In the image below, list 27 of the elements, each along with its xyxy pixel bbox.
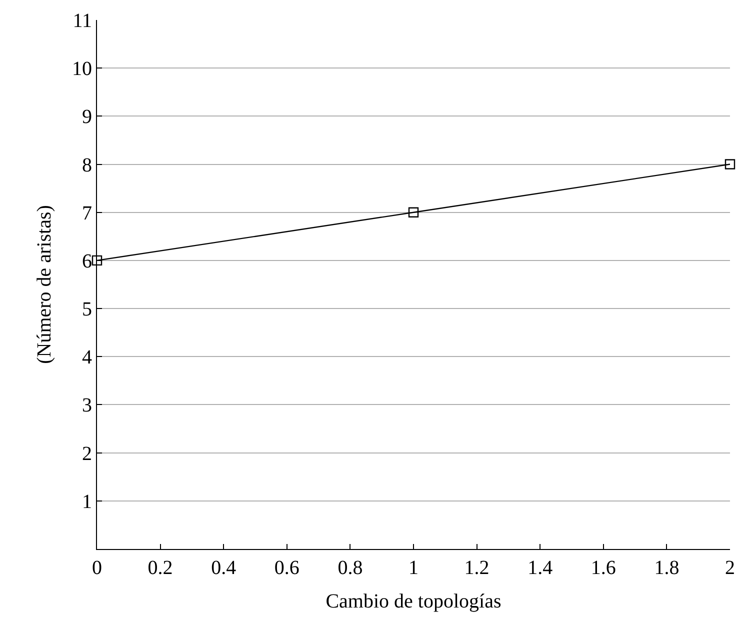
x-tick-label: 0.6 [274, 557, 300, 579]
point [92, 255, 102, 266]
x-tick-label: 1.6 [590, 557, 616, 579]
y-tick-label: 11 [72, 10, 92, 32]
x-tick-label: 0.2 [148, 557, 173, 579]
x-tick-label: 0.8 [338, 557, 363, 579]
y-tick-label: 3 [82, 394, 92, 417]
y-tick-label: 10 [72, 58, 92, 80]
x-tick-label: 1.8 [654, 557, 680, 579]
x-axis-title: Cambio de topologías [326, 590, 502, 612]
y-tick-label: 9 [82, 106, 92, 128]
y-axis-title: (Número de aristas) [34, 205, 56, 364]
y-tick-label: 8 [82, 154, 92, 176]
y-tick-label: 7 [82, 202, 92, 224]
x-tick-label: 1 [408, 557, 418, 579]
y-tick-label: 1 [82, 490, 92, 513]
x-tick-label: 0 [92, 557, 102, 579]
x-tick-label: 0.4 [211, 557, 236, 579]
y-tick-label: 4 [82, 346, 92, 369]
point [724, 159, 736, 170]
point [408, 207, 419, 218]
x-tick-label: 1.4 [528, 557, 553, 579]
x-tick-label: 1.2 [464, 557, 490, 579]
y-tick-label: 2 [82, 442, 92, 465]
y-tick-label: 6 [82, 250, 92, 272]
y-tick-label: 5 [82, 298, 92, 321]
x-tick-label: 2 [725, 557, 735, 579]
